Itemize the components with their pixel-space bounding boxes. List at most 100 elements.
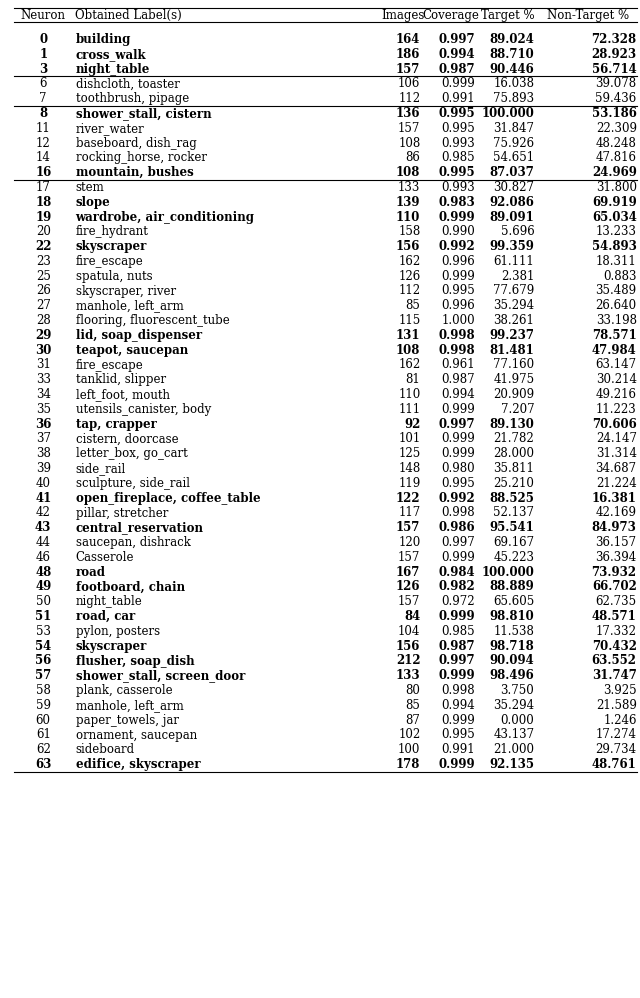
Text: 0.987: 0.987 [438,640,475,653]
Text: 108: 108 [396,166,420,179]
Text: 158: 158 [398,226,420,239]
Text: 7.207: 7.207 [500,403,534,416]
Text: cistern, doorcase: cistern, doorcase [76,432,178,445]
Text: 56: 56 [35,655,51,668]
Text: night_table: night_table [76,63,150,76]
Text: 88.889: 88.889 [490,581,534,594]
Text: 164: 164 [396,33,420,46]
Text: 0.997: 0.997 [441,536,475,549]
Text: 17.274: 17.274 [596,729,637,742]
Text: 75.893: 75.893 [493,92,534,105]
Text: 0.961: 0.961 [441,358,475,371]
Text: 48.571: 48.571 [592,610,637,623]
Text: 33.198: 33.198 [596,314,637,327]
Text: 89.091: 89.091 [490,211,534,224]
Text: 0.995: 0.995 [438,166,475,179]
Text: 156: 156 [396,640,420,653]
Text: 178: 178 [396,758,420,771]
Text: 0.998: 0.998 [441,507,475,520]
Text: 108: 108 [396,343,420,356]
Text: 89.130: 89.130 [490,418,534,431]
Text: 65.605: 65.605 [493,595,534,609]
Text: 36.157: 36.157 [596,536,637,549]
Text: 0.972: 0.972 [441,595,475,609]
Text: 148: 148 [398,462,420,475]
Text: 59: 59 [36,699,51,712]
Text: 48.761: 48.761 [592,758,637,771]
Text: 30: 30 [35,343,51,356]
Text: 0.000: 0.000 [500,714,534,727]
Text: Obtained Label(s): Obtained Label(s) [75,9,181,22]
Text: flooring, fluorescent_tube: flooring, fluorescent_tube [76,314,229,327]
Text: 38: 38 [36,447,51,460]
Text: 18: 18 [35,196,51,209]
Text: 0.983: 0.983 [438,196,475,209]
Text: 25: 25 [36,269,51,282]
Text: 54.893: 54.893 [592,241,637,253]
Text: 110: 110 [396,211,420,224]
Text: ornament, saucepan: ornament, saucepan [76,729,197,742]
Text: Images: Images [381,9,425,22]
Text: 41.975: 41.975 [493,373,534,386]
Text: flusher, soap_dish: flusher, soap_dish [76,655,194,668]
Text: 122: 122 [396,492,420,505]
Text: fire_hydrant: fire_hydrant [76,226,148,239]
Text: 35.294: 35.294 [493,699,534,712]
Text: 81.481: 81.481 [490,343,534,356]
Text: 84.973: 84.973 [592,521,637,534]
Text: 92: 92 [404,418,420,431]
Text: 0.992: 0.992 [438,241,475,253]
Text: 57: 57 [35,670,51,683]
Text: side_rail: side_rail [76,462,126,475]
Text: 21.589: 21.589 [596,699,637,712]
Text: river_water: river_water [76,122,145,135]
Text: 120: 120 [398,536,420,549]
Text: 6: 6 [40,77,47,90]
Text: 66.702: 66.702 [592,581,637,594]
Text: 46: 46 [36,551,51,564]
Text: 89.024: 89.024 [490,33,534,46]
Text: sideboard: sideboard [76,744,135,756]
Text: 81: 81 [406,373,420,386]
Text: road: road [76,566,106,579]
Text: 101: 101 [398,432,420,445]
Text: 0.997: 0.997 [438,655,475,668]
Text: 35.811: 35.811 [493,462,534,475]
Text: 31.314: 31.314 [596,447,637,460]
Text: 70.606: 70.606 [592,418,637,431]
Text: 50: 50 [36,595,51,609]
Text: 69.167: 69.167 [493,536,534,549]
Text: 0.998: 0.998 [441,684,475,697]
Text: 0.993: 0.993 [441,137,475,150]
Text: 0.998: 0.998 [438,343,475,356]
Text: 0.980: 0.980 [441,462,475,475]
Text: 0.994: 0.994 [441,699,475,712]
Text: 88.710: 88.710 [490,48,534,61]
Text: 90.446: 90.446 [490,63,534,76]
Text: 75.926: 75.926 [493,137,534,150]
Text: 139: 139 [396,196,420,209]
Text: wardrobe, air_conditioning: wardrobe, air_conditioning [76,211,255,224]
Text: 17.332: 17.332 [596,625,637,638]
Text: 162: 162 [398,254,420,267]
Text: Non-Target %: Non-Target % [547,9,629,22]
Text: teapot, saucepan: teapot, saucepan [76,343,188,356]
Text: 73.932: 73.932 [591,566,637,579]
Text: open_fireplace, coffee_table: open_fireplace, coffee_table [76,492,260,505]
Text: fire_escape: fire_escape [76,358,143,371]
Text: 19: 19 [35,211,51,224]
Text: night_table: night_table [76,595,142,609]
Text: tap, crapper: tap, crapper [76,418,156,431]
Text: plank, casserole: plank, casserole [76,684,172,697]
Text: 54: 54 [35,640,51,653]
Text: 70.432: 70.432 [592,640,637,653]
Text: 90.094: 90.094 [490,655,534,668]
Text: 0.999: 0.999 [438,610,475,623]
Text: 22.309: 22.309 [596,122,637,135]
Text: 43.137: 43.137 [493,729,534,742]
Text: baseboard, dish_rag: baseboard, dish_rag [76,137,196,150]
Text: 38.261: 38.261 [493,314,534,327]
Text: 0.998: 0.998 [438,329,475,342]
Text: 28.923: 28.923 [591,48,637,61]
Text: 41: 41 [35,492,51,505]
